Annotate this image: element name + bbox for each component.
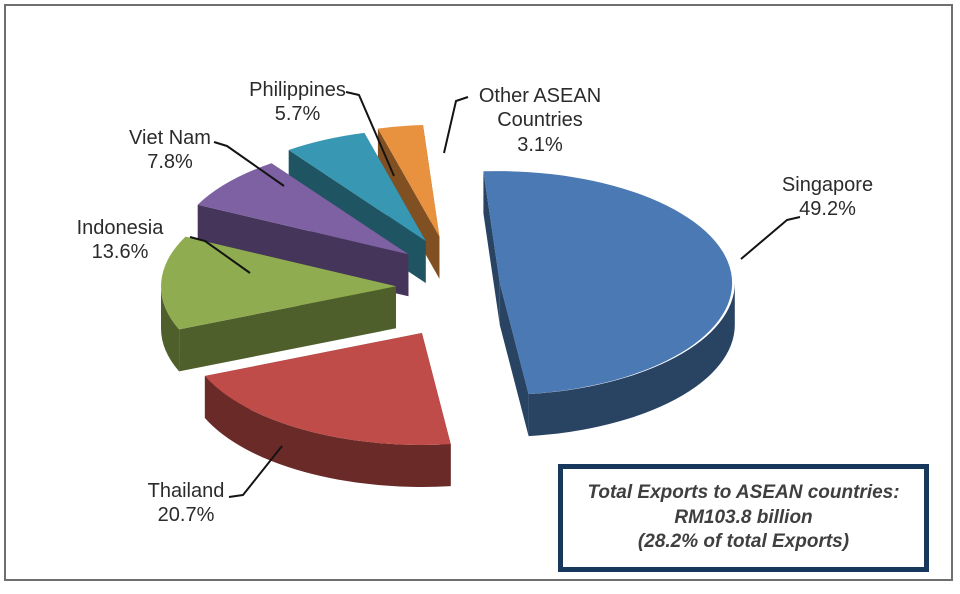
pie-slice-side-viet-nam [197,204,409,297]
pie-label-indonesia: Indonesia 13.6% [55,216,185,265]
slice-percent: 5.7% [274,103,321,126]
pie-label-thailand: Thailand 20.7% [124,479,248,528]
summary-line-2: RM103.8 billion [674,506,813,528]
slice-percent: 49.2% [799,198,856,221]
pie-label-philippines: Philippines 5.7% [235,78,360,127]
leader-line-viet-nam [213,141,285,187]
leader-line-singapore [740,216,801,260]
summary-box: Total Exports to ASEAN countries: RM103.… [558,464,929,572]
summary-line-3: (28.2% of total Exports) [637,531,850,553]
pie-label-singapore: Singapore 49.2% [765,173,890,222]
slice-name: Indonesia [76,217,164,239]
slice-name: Philippines [249,79,346,101]
slice-percent: 13.6% [91,241,149,264]
pie-slice-viet-nam [197,163,409,255]
summary-line-1: Total Exports to ASEAN countries: [587,481,900,503]
slice-percent: 7.8% [147,151,193,174]
pie-slice-other-asean-countries [377,125,440,237]
pie-slice-wall-thailand [204,376,451,487]
leader-line-indonesia [189,236,251,274]
pie-slice-wall-indonesia [161,286,180,372]
leader-line-other-asean-countries [443,96,469,154]
slice-percent: 20.7% [157,504,215,527]
slice-name: Thailand [147,480,225,502]
slice-name: Viet Nam [129,127,211,149]
pie-slice-singapore [483,171,733,395]
pie-slice-indonesia [161,236,396,330]
pie-slice-wall-singapore [528,283,735,437]
slice-name: Other ASEAN Countries [478,85,602,132]
leader-line-philippines [345,91,395,177]
pie-slice-philippines [288,132,426,241]
pie-slice-side-singapore [499,283,529,437]
leader-line-thailand [228,445,283,498]
pie-label-other-asean-countries: Other ASEAN Countries 3.1% [465,84,615,157]
pie-label-viet-nam: Viet Nam 7.8% [108,126,232,175]
pie-slice-thailand [204,333,451,445]
pie-slice-side-singapore [483,171,500,325]
slice-name: Singapore [781,174,874,196]
slice-percent: 3.1% [517,133,563,156]
